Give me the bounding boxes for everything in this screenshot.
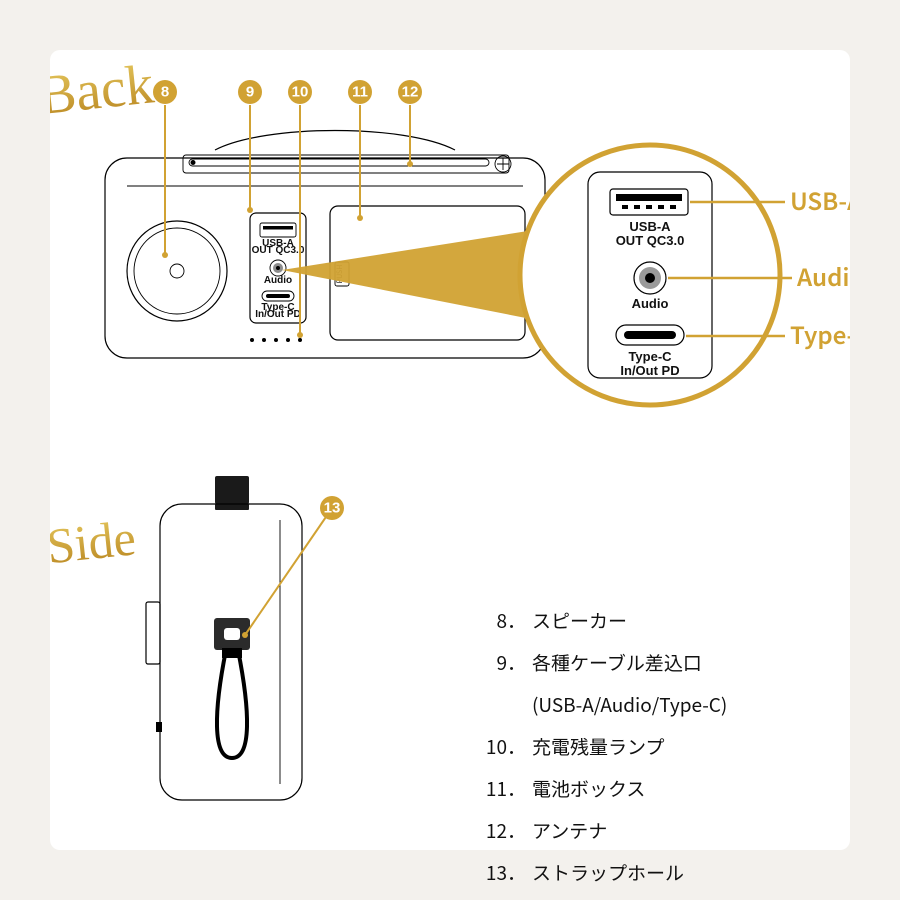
small-typec-l2: In/Out PD bbox=[255, 309, 301, 320]
legend-9b: (USB-A/Audio/Type-C) bbox=[480, 684, 727, 726]
legend-9: 9．各種ケーブル差込口 bbox=[480, 642, 727, 684]
badge-9: 9 bbox=[246, 84, 254, 101]
strap-hole bbox=[214, 618, 250, 758]
big-typec-l1: Type-C bbox=[628, 349, 672, 364]
speaker bbox=[127, 221, 227, 321]
big-usb-a-l2: OUT QC3.0 bbox=[616, 233, 685, 248]
legend: 8．スピーカー 9．各種ケーブル差込口 (USB-A/Audio/Type-C)… bbox=[480, 600, 727, 894]
callouts-back: 8 9 10 11 12 bbox=[153, 80, 422, 338]
callout-side: 13 bbox=[242, 496, 344, 638]
big-typec-l2: In/Out PD bbox=[620, 363, 679, 378]
legend-13: 13．ストラップホール bbox=[480, 852, 727, 894]
legend-10: 10．充電残量ランプ bbox=[480, 726, 727, 768]
small-audio: Audio bbox=[264, 275, 292, 286]
legend-8: 8．スピーカー bbox=[480, 600, 727, 642]
big-audio: Audio bbox=[632, 296, 669, 311]
side-view bbox=[146, 476, 302, 800]
heading-side: Side bbox=[50, 509, 138, 574]
big-usb-a-l1: USB-A bbox=[629, 219, 671, 234]
badge-8: 8 bbox=[161, 84, 169, 101]
callout-audio: Audio bbox=[796, 258, 850, 293]
callout-typec: Type-C bbox=[790, 316, 850, 351]
diagram-svg: Back USB-A OUT QC3.0 Audio Type-C bbox=[50, 50, 850, 850]
charge-lamps bbox=[250, 338, 302, 342]
small-usb-a-l2: OUT QC3.0 bbox=[252, 245, 305, 256]
heading-back: Back bbox=[50, 53, 157, 127]
card: Back USB-A OUT QC3.0 Audio Type-C bbox=[50, 50, 850, 850]
magnifier: USB-A OUT QC3.0 Audio Type-C In/Out PD bbox=[520, 145, 780, 405]
badge-13: 13 bbox=[324, 500, 341, 517]
badge-11: 11 bbox=[352, 84, 368, 101]
legend-11: 11．電池ボックス bbox=[480, 768, 727, 810]
callout-usb-a: USB-A bbox=[790, 182, 850, 217]
badge-10: 10 bbox=[292, 84, 309, 101]
badge-12: 12 bbox=[402, 84, 419, 101]
legend-12: 12．アンテナ bbox=[480, 810, 727, 852]
